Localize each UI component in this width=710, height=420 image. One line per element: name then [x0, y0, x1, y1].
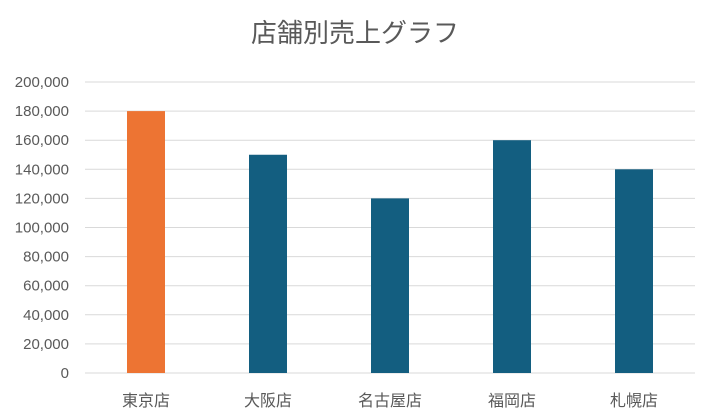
y-axis-tick-labels: 0 20,000 40,000 60,000 80,000 100,000 120,000 1… [15, 74, 69, 382]
y-tick-label: 60,000 [23, 278, 69, 295]
y-tick-label: 80,000 [23, 249, 69, 266]
y-tick-label: 20,000 [23, 336, 69, 353]
bar-3 [371, 198, 409, 373]
x-category-label: 大阪店 [244, 391, 292, 410]
bar-5 [615, 169, 653, 373]
x-category-label: 福岡店 [488, 391, 536, 410]
x-category-label: 札幌店 [610, 391, 658, 410]
y-tick-label: 0 [61, 365, 69, 382]
y-tick-label: 120,000 [15, 190, 69, 207]
y-tick-label: 100,000 [15, 220, 69, 237]
bar-4 [493, 140, 531, 373]
chart-title: 店舗別売上グラフ [251, 19, 459, 49]
x-category-label: 東京店 [122, 391, 170, 410]
x-axis-category-labels: 東京店 大阪店 名古屋店 福岡店 札幌店 [122, 391, 658, 410]
y-tick-label: 40,000 [23, 307, 69, 324]
bars [127, 111, 653, 373]
y-tick-label: 140,000 [15, 161, 69, 178]
bar-1 [127, 111, 165, 373]
bar-2 [249, 154, 287, 373]
x-category-label: 名古屋店 [358, 391, 422, 410]
y-tick-label: 180,000 [15, 103, 69, 120]
y-tick-label: 160,000 [15, 132, 69, 149]
y-tick-label: 200,000 [15, 74, 69, 91]
